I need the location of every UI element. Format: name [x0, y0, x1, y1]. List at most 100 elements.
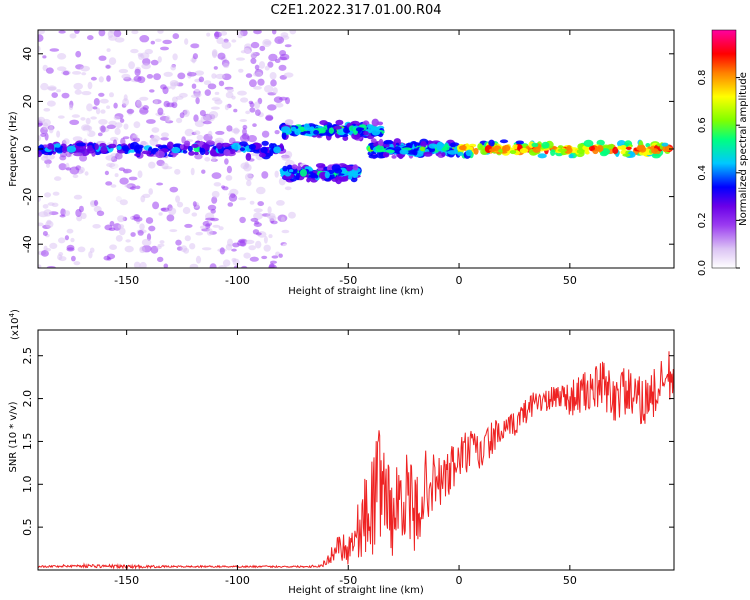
spectrogram-cell: [152, 201, 160, 210]
spectrogram-cell: [216, 142, 223, 150]
spectrogram-cell: [199, 225, 207, 230]
spectrogram-cell: [104, 170, 109, 176]
spectrogram-cell: [105, 155, 115, 161]
x-tick-label: -150: [114, 574, 139, 587]
spectrogram-cell: [87, 81, 93, 90]
spectrogram-cell: [79, 166, 85, 174]
spectrogram-cell: [108, 57, 117, 65]
spectrogram-cell: [370, 138, 377, 143]
spectrogram-cell: [74, 89, 82, 95]
spectrogram-cell: [227, 88, 234, 93]
spectrogram-cell: [261, 140, 269, 146]
y-tick-label: 0.5: [21, 518, 34, 536]
spectrogram-cell: [38, 222, 44, 227]
spectrogram-cell: [249, 102, 255, 108]
spectrogram-cell: [261, 92, 269, 96]
spectrogram-cell: [223, 62, 230, 69]
spectrogram-cell: [80, 212, 87, 220]
colorbar-label: Normalized spectral amplitude: [738, 72, 749, 226]
spectrogram-cell: [98, 30, 106, 37]
spectrogram-cell: [84, 171, 89, 176]
colorbar-ticks: 0.0 0.2 0.4 0.6 0.8: [697, 70, 740, 276]
spectrogram-cell: [109, 220, 115, 227]
spectrogram-cell: [270, 79, 277, 87]
snr-ticks: -150 -100 -50 0 50 0.5 1.0 1.5 2.0 2.5: [21, 330, 674, 587]
spectrogram-cell: [237, 31, 244, 39]
spectrogram-cell: [319, 120, 328, 126]
spectrogram-cell: [72, 174, 79, 179]
snr-exponent-power: 4: [8, 312, 16, 317]
spectrogram-cell: [204, 150, 209, 156]
snr-exponent-close: ): [10, 309, 21, 313]
spectrogram-cell: [296, 165, 302, 171]
spectrogram-cell: [43, 108, 51, 112]
spectrogram-cell: [172, 33, 180, 40]
spectrogram-cell: [155, 150, 165, 159]
spectrogram-cell: [236, 57, 245, 61]
spectrogram-cell: [179, 144, 184, 150]
spectrogram-cell: [100, 145, 108, 154]
spectrogram-marks: [38, 30, 674, 268]
spectrogram-cell: [568, 154, 574, 159]
spectrogram-cell: [157, 243, 165, 247]
spectrogram-cell: [224, 104, 229, 111]
spectrogram-cell: [54, 176, 62, 181]
spectrogram-cell: [56, 89, 61, 93]
spectrogram-cell: [225, 175, 233, 181]
spectrogram-cell: [195, 255, 202, 264]
spectrogram-cell: [108, 143, 117, 149]
spectrogram-cell: [221, 185, 226, 189]
spectrogram-cell: [157, 256, 164, 263]
spectrogram-cell: [576, 149, 585, 154]
spectrogram-cell: [159, 240, 165, 244]
snr-frame: [37, 329, 675, 571]
spectrogram-cell: [38, 45, 41, 53]
spectrogram-cell: [119, 177, 129, 185]
spectrogram-cell: [211, 165, 218, 172]
spectrogram-cell: [134, 68, 141, 77]
spectrogram-cell: [172, 53, 178, 61]
spectrogram-cell: [215, 130, 225, 135]
spectrogram-cell: [109, 244, 117, 250]
spectrogram-feature: [38, 140, 287, 161]
spectrogram-cell: [651, 148, 659, 154]
spectrogram-cell: [213, 66, 218, 70]
spectrogram-cell: [274, 170, 279, 178]
spectrogram-cell: [566, 145, 572, 151]
spectrogram-cell: [98, 76, 104, 83]
spectrogram-cell: [118, 167, 125, 171]
spectrogram-cell: [231, 39, 237, 43]
spectrogram-cell: [205, 217, 215, 221]
snr-line: [38, 351, 674, 570]
spectrogram-cell: [47, 85, 57, 91]
spectrogram-cell: [382, 151, 390, 158]
spectrogram-cell: [59, 155, 67, 161]
spectrogram-cell: [299, 126, 305, 131]
spectrogram-cell: [45, 248, 51, 252]
spectrogram-cell: [248, 143, 256, 150]
spectrogram-cell: [268, 215, 277, 222]
spectrogram-cell: [661, 142, 669, 147]
spectrogram-cell: [108, 35, 117, 41]
spectrogram-cell: [205, 113, 215, 122]
spectrogram-cell: [165, 115, 171, 123]
spectrogram-cell: [274, 36, 285, 44]
spectrogram-cell: [207, 83, 217, 90]
spectrogram-cell: [436, 146, 442, 151]
y-tick-label: 40: [21, 47, 34, 61]
spectrogram-cell: [56, 130, 61, 138]
spectrogram-cell: [96, 210, 105, 217]
spectrogram-cell: [272, 87, 278, 95]
spectrogram-cell: [195, 97, 200, 105]
spectrogram-cell: [488, 139, 495, 147]
spectrogram-cell: [38, 135, 41, 141]
spectrogram-cell: [75, 142, 86, 147]
spectrogram-cell: [243, 252, 251, 259]
spectrogram-cell: [149, 89, 155, 93]
spectrogram-cell: [441, 152, 446, 157]
spectrogram-cell: [295, 172, 300, 181]
spectrogram-cell: [550, 149, 556, 157]
spectrogram-cell: [114, 173, 119, 178]
spectrogram-cell: [82, 125, 93, 132]
spectrogram-cell: [214, 31, 220, 40]
